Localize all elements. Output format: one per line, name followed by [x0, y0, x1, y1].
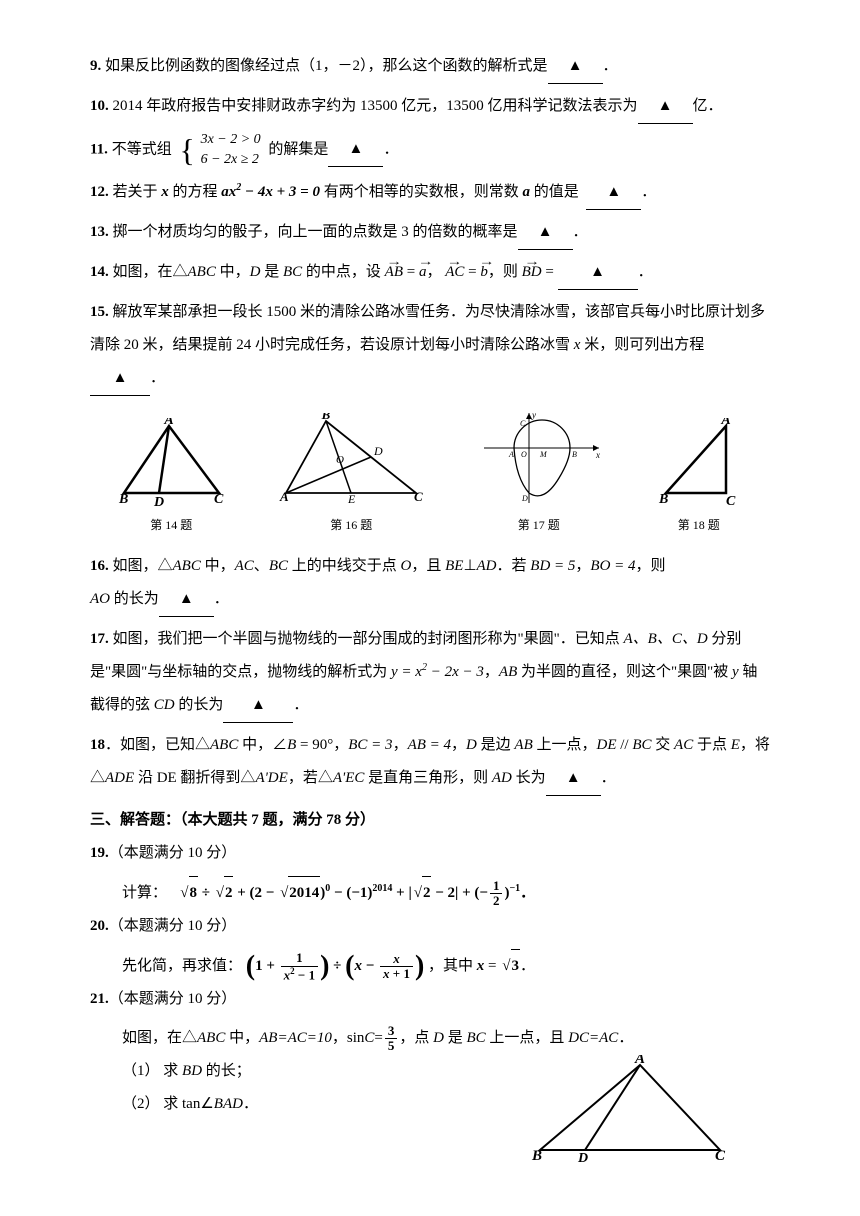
svg-text:A: A [279, 489, 289, 504]
q19-expr: 8 ÷ 2 + (2 − 2014)0 − (−1)2014 + |2 − 2|… [178, 885, 535, 901]
svg-text:B: B [658, 492, 668, 507]
question-19: 19.（本题满分 10 分） [90, 837, 770, 870]
question-16: 16. 如图，△ABC 中，AC、BC 上的中线交于点 O，且 BE⊥AD．若 … [90, 550, 770, 617]
svg-text:O: O [521, 450, 527, 459]
figure-18: A B C 第 18 题 [651, 418, 746, 538]
q9-num: 9. [90, 58, 101, 74]
q18-blank: ▲ [546, 762, 601, 796]
q11-system: { 3x − 2 > 0 6 − 2x ≥ 2 [179, 130, 260, 170]
question-15: 15. 解放军某部承担一段长 1500 米的清除公路冰雪任务．为尽快清除冰雪，该… [90, 296, 770, 396]
q13-num: 13. [90, 224, 109, 240]
figure-21: A B C D [530, 1055, 730, 1165]
q15-num: 15. [90, 304, 109, 320]
svg-text:C: C [520, 419, 526, 428]
vector-ac: AC [445, 256, 464, 289]
svg-text:D: D [521, 494, 528, 503]
q19-body: 计算： 8 ÷ 2 + (2 − 2014)0 − (−1)2014 + |2 … [90, 876, 770, 910]
q10-blank: ▲ [638, 90, 693, 124]
svg-text:x: x [595, 450, 600, 460]
figure-14: A B C D 第 14 题 [114, 418, 229, 538]
svg-text:M: M [539, 450, 548, 459]
question-12: 12. 若关于 x 的方程 ax2 − 4x + 3 = 0 有两个相等的实数根… [90, 176, 770, 210]
q12-blank: ▲ [586, 176, 641, 210]
q12-num: 12. [90, 184, 109, 200]
question-17: 17. 如图，我们把一个半圆与抛物线的一部分围成的封闭图形称为"果圆"．已知点 … [90, 623, 770, 723]
q10-num: 10. [90, 98, 109, 114]
q15-blank: ▲ [90, 362, 150, 396]
q13-blank: ▲ [518, 216, 573, 250]
q12-equation: ax2 − 4x + 3 = 0 [221, 184, 320, 200]
svg-text:D: D [373, 444, 383, 458]
q18-num: 18 [90, 737, 105, 753]
fig14-caption: 第 14 题 [114, 512, 229, 538]
svg-text:C: C [715, 1148, 726, 1164]
figures-row: A B C D 第 14 题 B A C E D O 第 16 题 y [90, 408, 770, 538]
question-11: 11. 不等式组 { 3x − 2 > 0 6 − 2x ≥ 2 的解集是▲． [90, 130, 770, 170]
q16-blank: ▲ [159, 583, 214, 617]
svg-text:C: C [414, 489, 423, 504]
svg-text:A: A [634, 1055, 645, 1067]
q20-expr: (1 + 1x2 − 1) ÷ (x − xx + 1) [246, 958, 428, 974]
question-18: 18．如图，已知△ABC 中，∠B = 90°，BC = 3，AB = 4，D … [90, 729, 770, 796]
q9-blank: ▲ [548, 50, 603, 84]
q21-frac: 35 [385, 1024, 398, 1054]
svg-text:A: A [721, 418, 731, 428]
figure-17: y x O A B C D M 第 17 题 [474, 408, 604, 538]
vector-bd: BD [522, 256, 542, 289]
q17-equation: y = x2 − 2x − 3 [391, 664, 484, 680]
svg-text:B: B [321, 413, 331, 422]
svg-text:D: D [153, 495, 164, 508]
svg-text:B: B [572, 450, 577, 459]
q21-part2: （2） 求 tan∠BAD． [90, 1088, 530, 1121]
svg-text:A: A [508, 450, 514, 459]
q11-num: 11. [90, 141, 108, 157]
q16-num: 16. [90, 558, 109, 574]
svg-text:D: D [577, 1151, 588, 1165]
svg-text:B: B [118, 492, 128, 507]
svg-text:C: C [214, 492, 224, 507]
svg-text:E: E [347, 492, 356, 506]
question-21: 21.（本题满分 10 分） [90, 983, 770, 1016]
q17-num: 17. [90, 631, 109, 647]
q21-part1: （1） 求 BD 的长； [90, 1055, 530, 1088]
question-9: 9. 如果反比例函数的图像经过点（1，－2），那么这个函数的解析式是▲． [90, 50, 770, 84]
svg-text:C: C [726, 494, 736, 508]
fig18-caption: 第 18 题 [651, 512, 746, 538]
vector-ab: AB [385, 256, 403, 289]
q21-body: 如图，在△ABC 中，AB=AC=10，sinC=35，点 D 是 BC 上一点… [90, 1022, 770, 1055]
vector-b: b [480, 256, 488, 289]
q14-num: 14. [90, 264, 109, 280]
svg-text:B: B [531, 1148, 542, 1164]
q14-blank: ▲ [558, 256, 638, 290]
fig17-caption: 第 17 题 [474, 512, 604, 538]
q20-body: 先化简，再求值： (1 + 1x2 − 1) ÷ (x − xx + 1) ，其… [90, 949, 770, 983]
section-3-title: 三、解答题：（本大题共 7 题，满分 78 分） [90, 804, 770, 837]
q11-blank: ▲ [328, 133, 383, 167]
question-14: 14. 如图，在△ABC 中，D 是 BC 的中点，设 AB = a， AC =… [90, 256, 770, 290]
vector-a: a [419, 256, 427, 289]
svg-text:A: A [163, 418, 173, 428]
q9-text: 如果反比例函数的图像经过点（1，－2），那么这个函数的解析式是 [105, 58, 548, 74]
q17-blank: ▲ [223, 689, 293, 723]
svg-text:y: y [531, 410, 536, 420]
question-13: 13. 掷一个材质均匀的骰子，向上一面的点数是 3 的倍数的概率是▲． [90, 216, 770, 250]
question-10: 10. 2014 年政府报告中安排财政赤字约为 13500 亿元，13500 亿… [90, 90, 770, 124]
fig16-caption: 第 16 题 [276, 512, 426, 538]
figure-16: B A C E D O 第 16 题 [276, 413, 426, 538]
svg-text:O: O [336, 454, 344, 466]
question-20: 20.（本题满分 10 分） [90, 910, 770, 943]
q10-text1: 2014 年政府报告中安排财政赤字约为 13500 亿元，13500 亿用科学记… [113, 98, 638, 114]
q21-parts-row: （1） 求 BD 的长； （2） 求 tan∠BAD． A B C D [90, 1055, 770, 1165]
